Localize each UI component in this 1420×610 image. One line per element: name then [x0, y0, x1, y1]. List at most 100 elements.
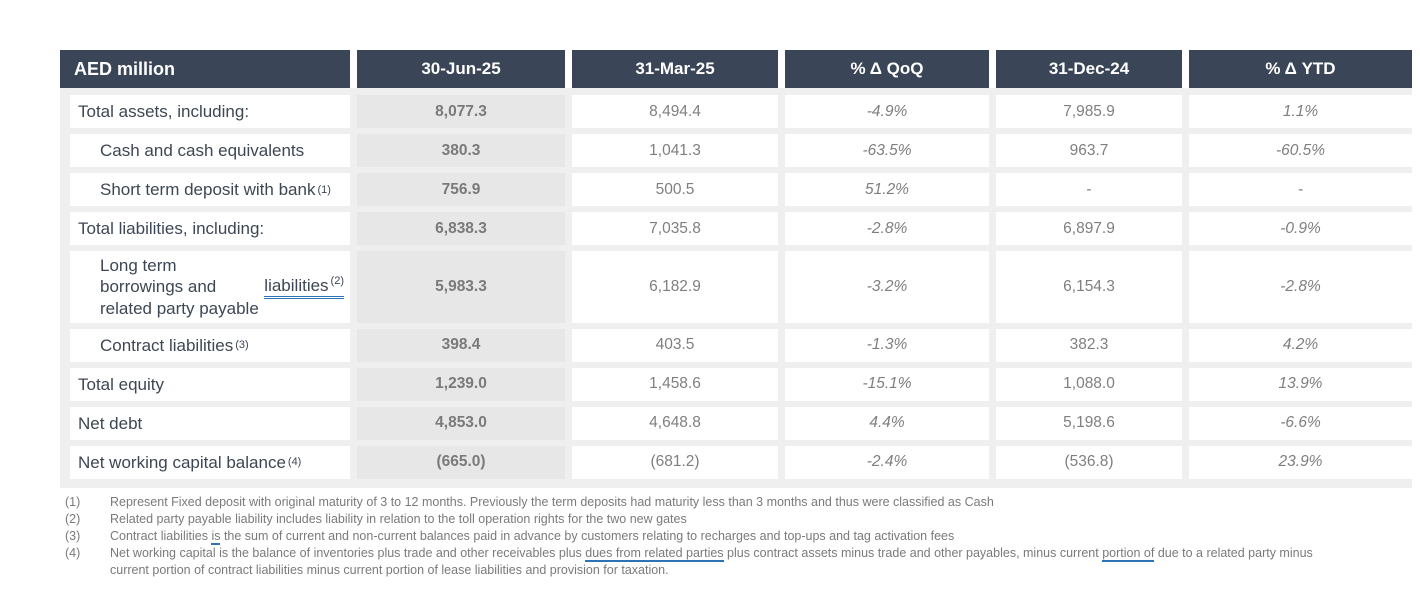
cell-31-dec-24: 1,088.0: [996, 367, 1182, 401]
spellchecked-text: portion of: [1102, 546, 1155, 562]
table-row: Contract liabilities (3) 398.4 403.5 -1.3% 3…: [70, 328, 1412, 362]
row-label: Cash and cash equivalents: [70, 134, 350, 167]
footnote: (2) Related party payable liability inclu…: [45, 511, 1375, 528]
row-label: Long term borrowings and related party p…: [70, 251, 350, 323]
cell-30-jun-25: 1,239.0: [357, 367, 565, 401]
header-col-pct-qoq: % Δ QoQ: [785, 50, 989, 88]
cell-31-mar-25: 500.5: [572, 173, 778, 206]
row-label-text: Total liabilities, including:: [78, 218, 265, 238]
cell-31-dec-24: 6,897.9: [996, 212, 1182, 245]
cell-pct-ytd: -6.6%: [1189, 406, 1412, 440]
cell-31-dec-24: 7,985.9: [996, 95, 1182, 128]
cell-pct-ytd: -2.8%: [1189, 251, 1412, 323]
row-label-text: Short term deposit with bank: [100, 179, 316, 199]
cell-30-jun-25: (665.0): [357, 445, 565, 479]
cell-30-jun-25: 6,838.3: [357, 212, 565, 245]
spellchecked-text: is: [211, 529, 221, 545]
cell-31-dec-24: (536.8): [996, 445, 1182, 479]
footnote-text: Represent Fixed deposit with original ma…: [110, 494, 994, 511]
cell-30-jun-25: 756.9: [357, 173, 565, 206]
cell-31-dec-24: 5,198.6: [996, 406, 1182, 440]
cell-pct-ytd: -0.9%: [1189, 212, 1412, 245]
table-row: Total equity 1,239.0 1,458.6 -15.1% 1,088.0 1…: [70, 367, 1412, 401]
footnote-number: (3): [65, 529, 81, 543]
footnote-segment: Net working capital is the balance of in…: [110, 546, 586, 560]
row-label: Contract liabilities (3): [70, 328, 350, 362]
spellchecked-text: liabilities (2): [264, 275, 344, 299]
cell-pct-qoq: -1.3%: [785, 328, 989, 362]
table-row: Long term borrowings and related party p…: [70, 251, 1412, 323]
table-row: Total liabilities, including: 6,838.3 7,03…: [70, 212, 1412, 245]
footnote-segment: Related party payable liability includes…: [110, 512, 687, 526]
financial-table: AED million 30-Jun-25 31-Mar-25 % Δ QoQ …: [60, 50, 1412, 488]
header-col-pct-ytd: % Δ YTD: [1189, 50, 1412, 88]
cell-pct-qoq: 51.2%: [785, 173, 989, 206]
header-col-31-dec-24: 31-Dec-24: [996, 50, 1182, 88]
footnote: (1) Represent Fixed deposit with original…: [45, 494, 1375, 511]
cell-30-jun-25: 8,077.3: [357, 95, 565, 128]
table-row: Cash and cash equivalents 380.3 1,041.3 -63…: [70, 134, 1412, 167]
row-label-text: Total assets, including:: [78, 101, 250, 121]
cell-31-mar-25: 8,494.4: [572, 95, 778, 128]
row-label: Short term deposit with bank (1): [70, 173, 350, 206]
header-col-31-mar-25: 31-Mar-25: [572, 50, 778, 88]
cell-31-mar-25: 1,458.6: [572, 367, 778, 401]
cell-pct-qoq: -2.4%: [785, 445, 989, 479]
cell-pct-ytd: 1.1%: [1189, 95, 1412, 128]
row-label-text: Contract liabilities: [100, 335, 234, 355]
row-label-text: Net working capital balance: [78, 452, 286, 472]
row-label-text: Long term borrowings and related party p…: [100, 256, 259, 318]
table-header-row: AED million 30-Jun-25 31-Mar-25 % Δ QoQ …: [60, 50, 1412, 88]
cell-31-mar-25: 1,041.3: [572, 134, 778, 167]
row-label: Net working capital balance (4): [70, 445, 350, 479]
footnote-number: (4): [65, 546, 81, 560]
footnote-text: Contract liabilities is the sum of curre…: [110, 528, 954, 545]
table-row: Net debt 4,853.0 4,648.8 4.4% 5,198.6 -6.6%: [70, 406, 1412, 440]
cell-pct-qoq: 4.4%: [785, 406, 989, 440]
footnote-number: (1): [65, 495, 81, 509]
header-col-30-jun-25: 30-Jun-25: [357, 50, 565, 88]
table-row: Total assets, including: 8,077.3 8,494.4 -4…: [70, 95, 1412, 128]
cell-pct-ytd: 4.2%: [1189, 328, 1412, 362]
cell-pct-ytd: 23.9%: [1189, 445, 1412, 479]
footnote-segment: Represent Fixed deposit with original ma…: [110, 495, 994, 509]
cell-pct-qoq: -2.8%: [785, 212, 989, 245]
cell-31-mar-25: 7,035.8: [572, 212, 778, 245]
table-row: Short term deposit with bank (1) 756.9 500…: [70, 173, 1412, 206]
cell-pct-qoq: -63.5%: [785, 134, 989, 167]
cell-pct-qoq: -15.1%: [785, 367, 989, 401]
cell-31-mar-25: (681.2): [572, 445, 778, 479]
footnote-segment: the sum of current and non-current balan…: [220, 529, 955, 543]
cell-pct-qoq: -4.9%: [785, 95, 989, 128]
footnote: (3) Contract liabilities is the sum of cu…: [45, 528, 1375, 545]
row-label-text: Cash and cash equivalents: [100, 140, 305, 160]
cell-pct-qoq: -3.2%: [785, 251, 989, 323]
row-label: Total assets, including:: [70, 95, 350, 128]
row-label: Total equity: [70, 367, 350, 401]
footnote-text: Net working capital is the balance of in…: [110, 545, 1325, 579]
cell-31-dec-24: -: [996, 173, 1182, 206]
cell-31-mar-25: 6,182.9: [572, 251, 778, 323]
footnotes: (1) Represent Fixed deposit with original…: [45, 494, 1375, 579]
cell-30-jun-25: 5,983.3: [357, 251, 565, 323]
table-body: Total assets, including: 8,077.3 8,494.4 -4…: [60, 88, 1412, 488]
cell-31-mar-25: 4,648.8: [572, 406, 778, 440]
footnote-segment: due to a related party minus current por…: [110, 546, 1313, 577]
cell-30-jun-25: 398.4: [357, 328, 565, 362]
footnote-text: Related party payable liability includes…: [110, 511, 687, 528]
row-label: Total liabilities, including:: [70, 212, 350, 245]
cell-31-mar-25: 403.5: [572, 328, 778, 362]
footnote-number: (2): [65, 512, 81, 526]
footnote: (4) Net working capital is the balance of…: [45, 545, 1375, 579]
footnote-segment: Contract liabilities: [110, 529, 212, 543]
cell-31-dec-24: 382.3: [996, 328, 1182, 362]
cell-pct-ytd: 13.9%: [1189, 367, 1412, 401]
table-row: Net working capital balance (4) (665.0) (6…: [70, 445, 1412, 479]
header-unit-label: AED million: [60, 50, 350, 88]
footnote-segment: plus contract assets minus trade and oth…: [723, 546, 1103, 560]
spellchecked-text: dues from related parties: [585, 546, 724, 562]
cell-pct-ytd: -60.5%: [1189, 134, 1412, 167]
cell-31-dec-24: 6,154.3: [996, 251, 1182, 323]
cell-30-jun-25: 380.3: [357, 134, 565, 167]
